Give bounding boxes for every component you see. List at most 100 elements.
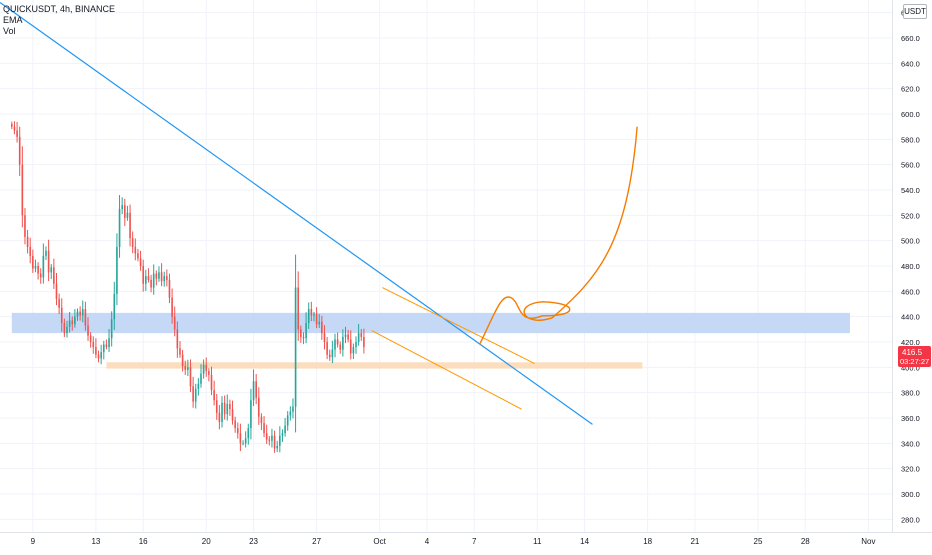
last-price-label: 416.5 03:27:27	[898, 346, 931, 367]
candle-body	[247, 428, 250, 439]
candle-body	[113, 293, 116, 320]
candle	[66, 320, 68, 338]
candle	[32, 249, 34, 273]
candle-body	[37, 266, 39, 274]
candle-body	[205, 364, 208, 372]
x-tick-label: 7	[472, 537, 477, 546]
candle-body	[71, 320, 74, 325]
candle	[213, 380, 215, 406]
candle-body	[176, 329, 179, 349]
candle	[181, 349, 184, 372]
time-axis[interactable]: 9 13 16 20 23 27 Oct 4 7 11 14 18 21 25 28 Nov	[31, 537, 876, 546]
candle	[200, 364, 202, 388]
candle	[55, 272, 58, 306]
candle	[47, 239, 50, 282]
candle	[95, 338, 97, 359]
candle-body	[363, 336, 365, 348]
candle	[302, 332, 305, 345]
candle-body	[108, 338, 110, 348]
candle-body	[97, 354, 100, 359]
candle-body	[344, 334, 347, 337]
candle	[126, 205, 129, 221]
currency-badge[interactable]: USDT	[903, 4, 927, 19]
candle	[315, 307, 318, 329]
candle	[71, 316, 74, 331]
candle-body	[142, 266, 145, 284]
candle-body	[315, 314, 318, 325]
candle-body	[166, 276, 168, 280]
candle-body	[268, 439, 271, 441]
candle-body	[294, 287, 297, 407]
symbol-title[interactable]: QUICKUSDT, 4h, BINANCE	[3, 4, 116, 14]
candle	[328, 349, 331, 361]
candle	[102, 340, 105, 360]
candle-body	[131, 238, 134, 247]
y-tick-label: 360.0	[901, 414, 920, 423]
y-tick-label: 380.0	[901, 389, 920, 398]
candle	[74, 309, 76, 328]
candle-body	[26, 236, 29, 247]
candle-body	[257, 397, 260, 417]
support-zone	[106, 362, 643, 369]
candle	[84, 301, 87, 331]
candle-body	[271, 435, 273, 441]
candle	[37, 262, 39, 280]
candle	[58, 293, 60, 315]
candle	[292, 398, 294, 419]
candle	[160, 263, 163, 287]
candle-body	[221, 402, 223, 422]
indicator-ema-label[interactable]: EMA	[3, 15, 23, 25]
candle	[63, 318, 66, 338]
candle	[215, 393, 218, 420]
candle	[108, 329, 110, 353]
candle	[205, 357, 208, 377]
candle-body	[355, 342, 357, 348]
price-axis[interactable]: 280.0 300.0 320.0 340.0 360.0 380.0 400.0 420.0…	[901, 9, 920, 525]
candle	[173, 306, 176, 337]
candle	[121, 197, 123, 215]
candle-body	[223, 402, 226, 415]
candle	[326, 336, 328, 360]
candle	[336, 332, 339, 348]
x-tick-label: 16	[139, 537, 148, 546]
candle-body	[231, 409, 234, 421]
candle-body	[89, 335, 92, 342]
candle-body	[21, 164, 24, 216]
candle-body	[16, 130, 18, 137]
candle-body	[189, 367, 192, 387]
x-tick-label: 20	[202, 537, 211, 546]
candle-body	[179, 348, 181, 355]
candle-body	[310, 309, 313, 316]
candle-body	[47, 250, 50, 273]
candle	[313, 311, 315, 322]
candle-body	[145, 276, 147, 284]
candle-body	[252, 381, 255, 401]
indicator-vol-label[interactable]: Vol	[3, 26, 16, 36]
x-tick-label: 25	[754, 537, 763, 546]
candle	[218, 405, 221, 430]
candle-body	[328, 354, 331, 358]
y-tick-label: 660.0	[901, 34, 920, 43]
candle-body	[39, 273, 42, 278]
candle	[331, 340, 334, 364]
candle	[189, 359, 192, 393]
candle	[239, 423, 242, 452]
candle	[11, 121, 13, 130]
candle-body	[286, 415, 289, 426]
candle	[60, 298, 63, 332]
candle-body	[147, 276, 150, 280]
candle-body	[121, 205, 123, 209]
candle	[305, 312, 307, 344]
candle	[255, 373, 257, 405]
candle	[92, 336, 95, 354]
candle	[202, 359, 205, 379]
candle	[355, 336, 357, 354]
candle	[113, 281, 116, 330]
candle	[252, 369, 255, 406]
candle	[192, 376, 194, 408]
candle	[42, 243, 45, 284]
candle	[244, 431, 247, 448]
candle-body	[284, 425, 286, 434]
